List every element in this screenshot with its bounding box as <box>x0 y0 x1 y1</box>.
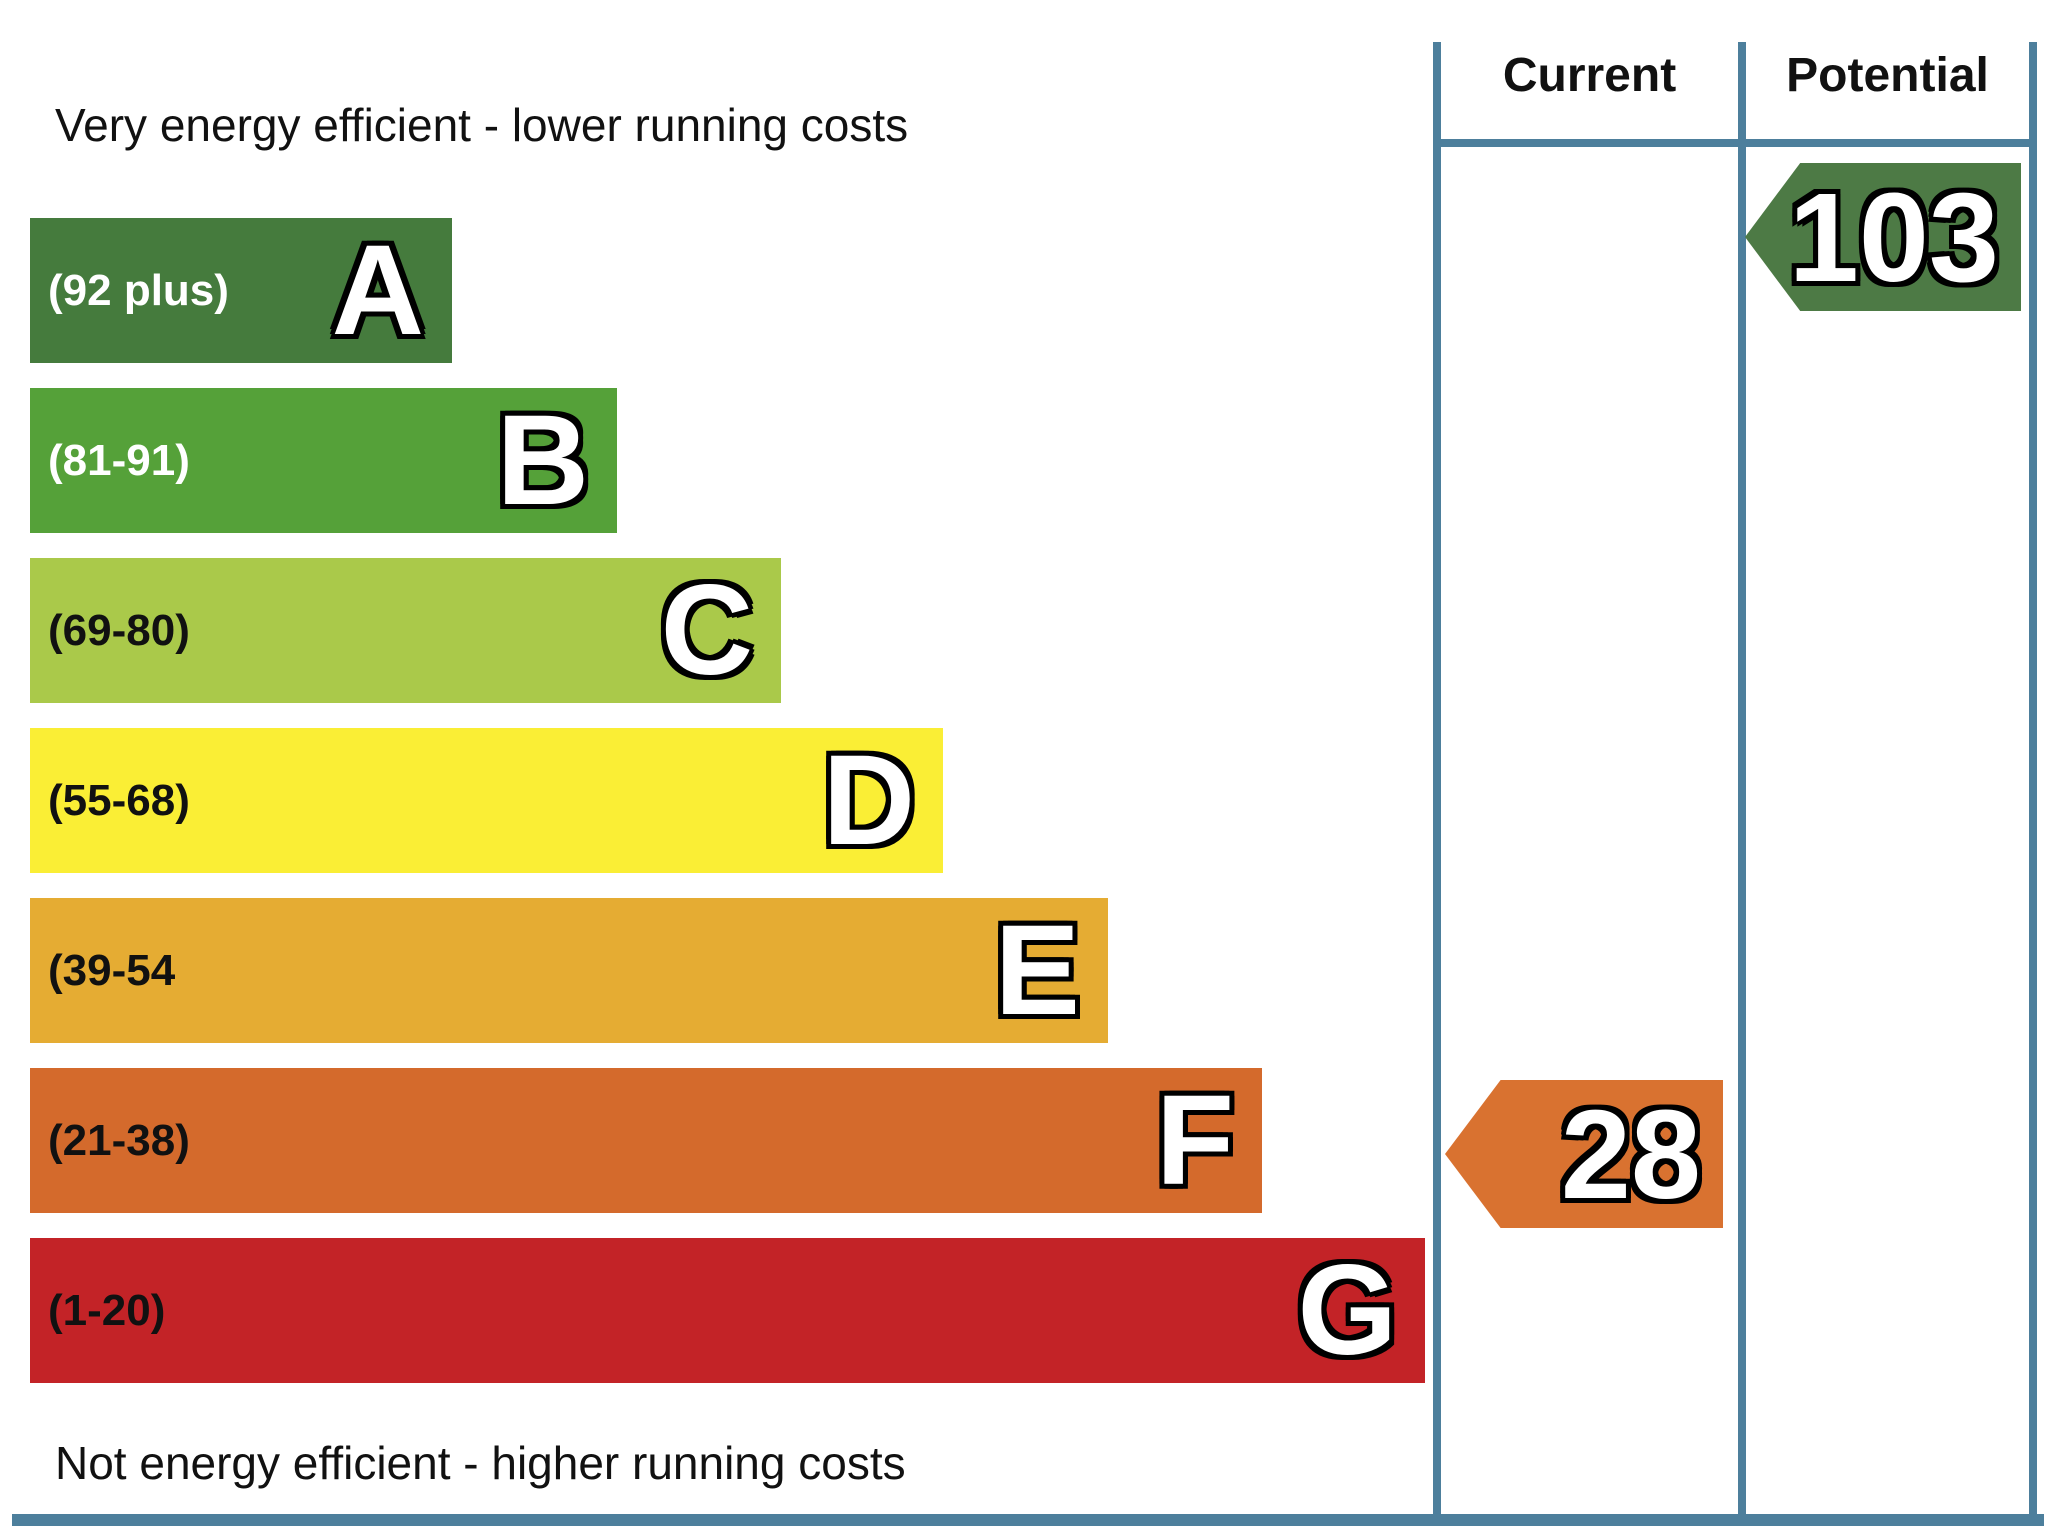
band-letter: B <box>496 389 589 532</box>
epc-band-c: (69-80) C <box>30 558 781 703</box>
epc-band-b: (81-91) B <box>30 388 617 533</box>
header-underline <box>1433 139 2037 147</box>
current-rating-arrow: 28 <box>1445 1080 1723 1228</box>
epc-band-f: (21-38) F <box>30 1068 1262 1213</box>
caption-not-efficient: Not energy efficient - higher running co… <box>55 1437 906 1489</box>
epc-band-d: (55-68) D <box>30 728 943 873</box>
band-letter: C <box>660 559 753 702</box>
divider-potential-left <box>1738 42 1746 1522</box>
column-header-current: Current <box>1502 49 1677 102</box>
epc-band-e: (39-54 E <box>30 898 1108 1043</box>
divider-current-left <box>1433 42 1441 1522</box>
band-range-label: (21-38) <box>48 1115 190 1165</box>
bottom-border <box>12 1514 2044 1526</box>
band-range-label: (81-91) <box>48 435 190 485</box>
band-range-label: (69-80) <box>48 605 190 655</box>
caption-very-efficient: Very energy efficient - lower running co… <box>55 99 909 151</box>
band-letter: F <box>1155 1069 1234 1212</box>
band-range-label: (39-54 <box>48 945 176 995</box>
band-range-label: (92 plus) <box>48 265 229 315</box>
epc-band-a: (92 plus) A <box>30 218 452 363</box>
band-range-label: (55-68) <box>48 775 190 825</box>
divider-right-border <box>2029 42 2037 1522</box>
band-letter: G <box>1297 1239 1397 1382</box>
band-letter: D <box>822 729 915 872</box>
current-rating-value: 28 <box>1560 1083 1701 1225</box>
potential-rating-value: 103 <box>1788 166 1999 308</box>
band-range-label: (1-20) <box>48 1285 166 1335</box>
band-letter: A <box>331 219 424 362</box>
potential-rating-arrow: 103 <box>1745 163 2021 311</box>
column-header-potential: Potential <box>1786 49 1989 102</box>
epc-band-g: (1-20) G <box>30 1238 1425 1383</box>
band-letter: E <box>994 899 1080 1042</box>
